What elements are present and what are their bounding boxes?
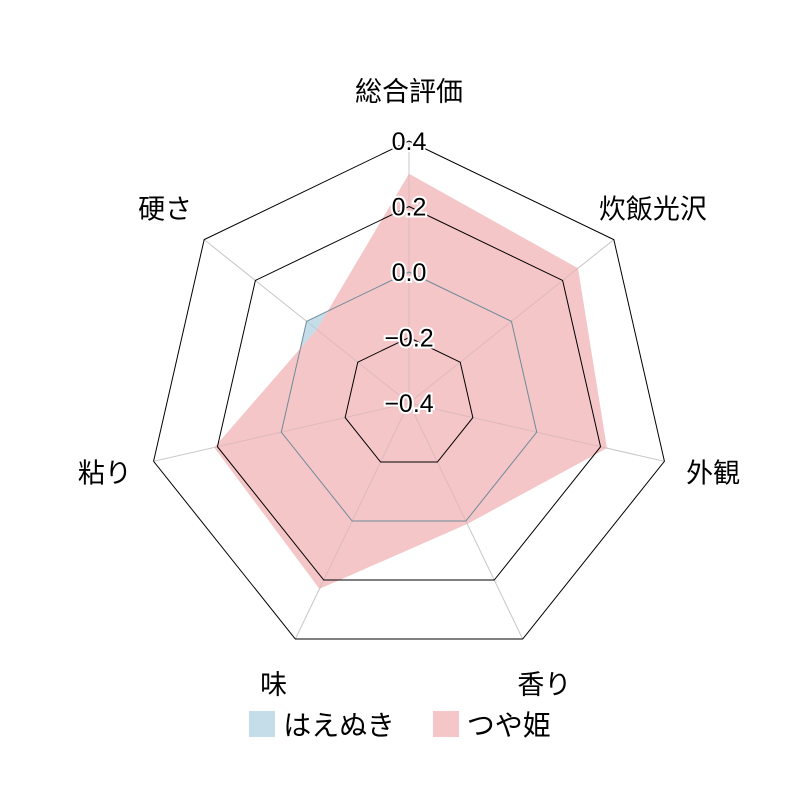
legend: はえぬき つや姫 <box>0 704 800 744</box>
tick-label: −0.2 <box>384 325 433 353</box>
legend-swatch <box>249 711 276 737</box>
grid-ring <box>344 336 474 463</box>
grid-ring <box>216 205 602 581</box>
axis-label: 硬さ <box>138 194 192 225</box>
tick-label: 0.2 <box>392 194 427 222</box>
series-layer <box>214 173 607 589</box>
axis-label: 粘り <box>78 458 132 489</box>
axis-label: 味 <box>260 670 287 700</box>
axis-label: 香り <box>517 670 571 700</box>
gridlines <box>153 140 665 640</box>
legend-label: つや姫 <box>466 709 551 742</box>
tick-label: 0.4 <box>392 128 427 156</box>
legend-swatch <box>432 711 459 737</box>
tick-labels: 0.4 0.2 0.0 −0.2 −0.4 <box>382 126 435 420</box>
series-area-1 <box>214 173 607 589</box>
legend-label: はえぬき <box>283 709 395 742</box>
grid-ring <box>153 140 665 640</box>
axis-label: 総合評価 <box>355 77 463 108</box>
legend-item-haenuki: はえぬき <box>249 704 395 744</box>
legend-item-tsuyahime: つや姫 <box>432 704 551 744</box>
axis-label: 外観 <box>686 458 740 489</box>
tick-label: 0.0 <box>392 259 427 287</box>
grid-ring <box>280 271 538 522</box>
axis-label: 炊飯光沢 <box>599 194 707 225</box>
tick-label: −0.4 <box>384 390 433 418</box>
